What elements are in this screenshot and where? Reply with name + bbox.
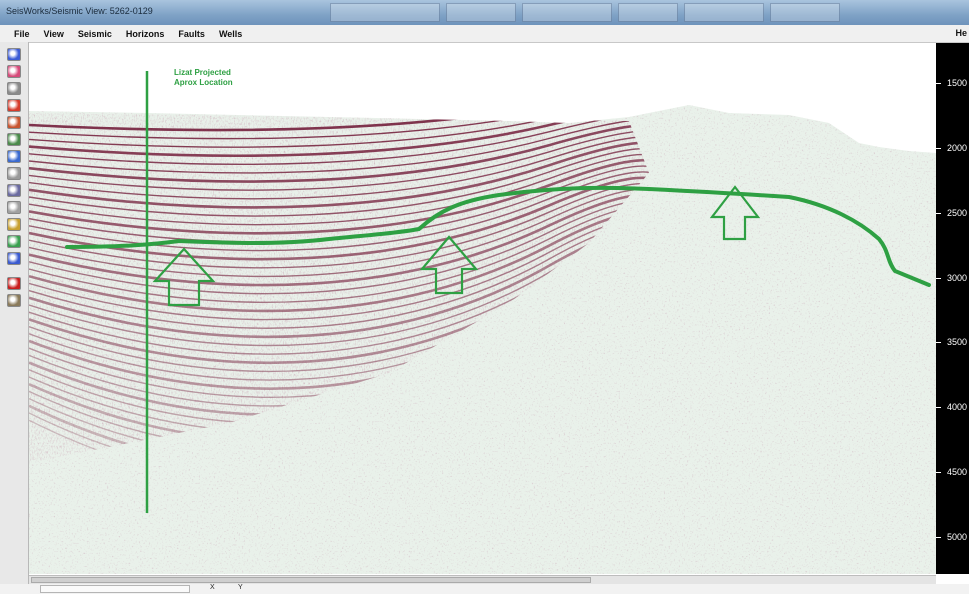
record-icon[interactable] bbox=[7, 277, 21, 290]
menu-horizons[interactable]: Horizons bbox=[125, 28, 165, 39]
pan-icon[interactable] bbox=[7, 82, 21, 95]
menu-faults[interactable]: Faults bbox=[178, 28, 205, 39]
title-bar: SeisWorks/Seismic View: 5262-0129 bbox=[0, 0, 969, 25]
horizon-icon[interactable] bbox=[7, 218, 21, 231]
status-field-1 bbox=[40, 585, 190, 593]
zoom-out-icon[interactable] bbox=[7, 65, 21, 78]
select-icon[interactable] bbox=[7, 201, 21, 214]
up-arrow-2 bbox=[419, 235, 479, 295]
depth-axis: 1500 2000 2500 3000 3500 4000 4500 5000 bbox=[936, 43, 969, 574]
depth-tick-mark bbox=[936, 212, 941, 214]
depth-tick-mark bbox=[936, 83, 941, 84]
menu-wells[interactable]: Wells bbox=[218, 28, 243, 39]
zoom-in-icon[interactable] bbox=[7, 48, 21, 61]
menu-file[interactable]: File bbox=[14, 28, 30, 39]
fault-icon[interactable] bbox=[7, 235, 21, 248]
depth-tick-mark bbox=[936, 147, 941, 149]
depth-tick-label: 2500 bbox=[946, 207, 967, 218]
depth-tick-label: 2000 bbox=[946, 142, 967, 153]
seismic-section[interactable] bbox=[29, 43, 936, 574]
depth-tick-mark bbox=[936, 537, 941, 538]
depth-tick-label: 5000 bbox=[946, 532, 967, 542]
print-icon[interactable] bbox=[7, 294, 21, 307]
x-coordinate-label: X bbox=[210, 584, 215, 591]
depth-tick-mark bbox=[936, 342, 941, 344]
trace-icon[interactable] bbox=[7, 167, 21, 180]
seismic-section-view[interactable]: Lizat Projected Aprox Location bbox=[29, 43, 936, 574]
depth-tick-label: 4500 bbox=[946, 467, 967, 478]
menu-view[interactable]: View bbox=[43, 28, 64, 39]
color-bar-icon[interactable] bbox=[7, 99, 21, 112]
annotate-icon[interactable] bbox=[7, 184, 21, 197]
menu-help[interactable]: He bbox=[955, 28, 967, 38]
annotation-line-1: Lizat Projected bbox=[174, 68, 231, 77]
wiggle-icon[interactable] bbox=[7, 150, 21, 163]
interpreted-horizon bbox=[65, 185, 931, 287]
depth-tick-mark bbox=[936, 407, 941, 409]
y-coordinate-label: Y bbox=[238, 584, 243, 591]
horizon-pick-icon[interactable] bbox=[7, 116, 21, 129]
status-bar: X Y bbox=[0, 584, 969, 594]
background-taskbar bbox=[330, 3, 950, 22]
depth-tick-mark bbox=[936, 277, 941, 279]
well-annotation: Lizat Projected Aprox Location bbox=[174, 68, 233, 88]
menu-bar: File View Seismic Horizons Faults Wells … bbox=[0, 25, 969, 43]
up-arrow-3 bbox=[709, 185, 761, 241]
grid-icon[interactable] bbox=[7, 133, 21, 146]
well-icon[interactable] bbox=[7, 252, 21, 265]
menu-seismic[interactable]: Seismic bbox=[77, 28, 112, 39]
up-arrow-1 bbox=[152, 247, 216, 307]
annotation-line-2: Aprox Location bbox=[174, 78, 233, 87]
depth-tick-mark bbox=[936, 472, 941, 474]
depth-tick-label: 1500 bbox=[946, 78, 967, 88]
horizontal-scrollbar[interactable] bbox=[29, 575, 936, 585]
scroll-thumb[interactable] bbox=[31, 577, 591, 583]
depth-tick-label: 4000 bbox=[946, 402, 967, 413]
window-title: SeisWorks/Seismic View: 5262-0129 bbox=[6, 6, 153, 16]
depth-tick-label: 3000 bbox=[946, 272, 967, 283]
tool-palette bbox=[0, 42, 29, 584]
depth-tick-label: 3500 bbox=[946, 337, 967, 348]
